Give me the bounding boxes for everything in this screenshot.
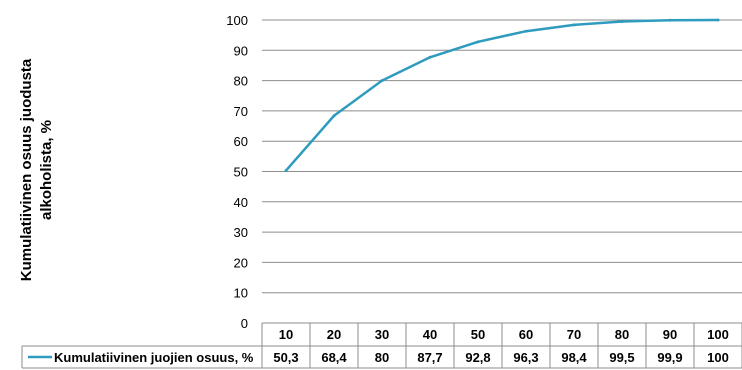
y-tick-label: 20 xyxy=(234,255,248,270)
x-category-label: 40 xyxy=(423,327,437,342)
data-point xyxy=(668,18,672,22)
y-tick-label: 100 xyxy=(226,13,248,28)
data-point xyxy=(620,20,624,24)
y-tick-label: 90 xyxy=(234,43,248,58)
data-table-value: 92,8 xyxy=(465,350,490,365)
data-point xyxy=(428,55,432,59)
data-table-value: 50,3 xyxy=(273,350,298,365)
series-line xyxy=(285,18,719,172)
data-table-value: 98,4 xyxy=(561,350,587,365)
data-point xyxy=(284,169,288,173)
y-tick-label: 70 xyxy=(234,104,248,119)
data-table-value: 100 xyxy=(707,350,729,365)
data-point xyxy=(716,18,720,22)
data-table-value: 68,4 xyxy=(321,350,347,365)
data-table-value: 99,5 xyxy=(609,350,634,365)
x-category-label: 70 xyxy=(567,327,581,342)
x-category-label: 30 xyxy=(375,327,389,342)
data-point xyxy=(572,23,576,27)
x-category-label: 80 xyxy=(615,327,629,342)
data-table-value: 80 xyxy=(375,350,389,365)
x-category-label: 90 xyxy=(663,327,677,342)
x-category-label: 50 xyxy=(471,327,485,342)
y-tick-label: 30 xyxy=(234,225,248,240)
data-point xyxy=(332,114,336,118)
y-tick-label: 80 xyxy=(234,74,248,89)
data-table-value: 99,9 xyxy=(657,350,682,365)
x-category-label: 60 xyxy=(519,327,533,342)
data-table-value: 87,7 xyxy=(417,350,442,365)
y-tick-label: 0 xyxy=(241,316,248,331)
x-category-label: 10 xyxy=(279,327,293,342)
y-tick-label: 40 xyxy=(234,195,248,210)
data-point xyxy=(524,29,528,33)
legend-label: Kumulatiivinen juojien osuus, % xyxy=(54,350,254,365)
data-point xyxy=(476,40,480,44)
x-category-label: 100 xyxy=(707,327,729,342)
y-tick-label: 10 xyxy=(234,286,248,301)
y-tick-label: 60 xyxy=(234,134,248,149)
y-tick-label: 50 xyxy=(234,165,248,180)
x-category-label: 20 xyxy=(327,327,341,342)
data-table-value: 96,3 xyxy=(513,350,538,365)
data-point xyxy=(380,79,384,83)
